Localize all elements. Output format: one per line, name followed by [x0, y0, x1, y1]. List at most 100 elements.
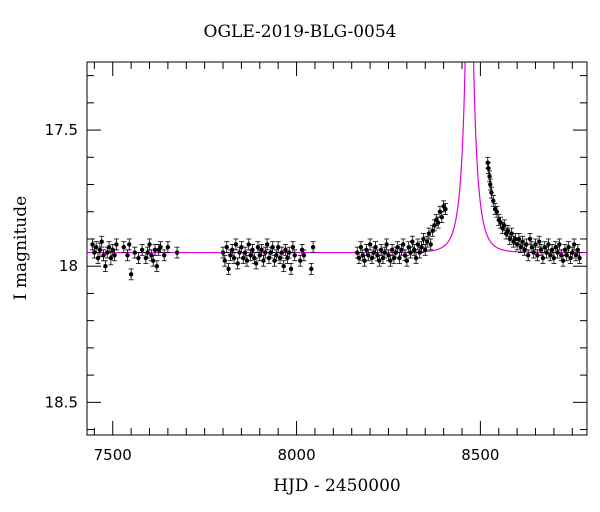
data-point	[135, 252, 141, 264]
data-point	[253, 257, 259, 270]
data-point	[99, 235, 105, 248]
point-marker	[97, 247, 103, 253]
point-marker	[224, 244, 229, 250]
point-marker	[486, 165, 491, 171]
point-marker	[524, 242, 529, 247]
point-marker	[270, 244, 275, 250]
data-point	[424, 235, 430, 248]
point-marker	[220, 250, 226, 255]
point-marker	[93, 244, 99, 250]
point-marker	[487, 174, 492, 179]
data-point	[288, 263, 294, 275]
point-marker	[356, 255, 362, 261]
point-marker	[230, 247, 235, 253]
data-point	[270, 241, 276, 253]
data-point	[124, 249, 130, 262]
data-point	[222, 254, 228, 267]
point-marker	[426, 231, 432, 236]
point-marker	[549, 247, 555, 253]
point-marker	[259, 247, 264, 253]
point-marker	[509, 231, 514, 236]
data-point	[224, 241, 230, 253]
point-marker	[408, 250, 413, 255]
data-point	[490, 195, 496, 207]
model-curve	[87, 62, 587, 254]
data-point	[569, 246, 575, 259]
point-marker	[502, 223, 507, 228]
point-marker	[535, 253, 540, 258]
data-point	[260, 254, 266, 267]
point-marker	[551, 255, 557, 261]
point-marker	[287, 250, 292, 255]
point-marker	[362, 258, 367, 263]
point-marker	[152, 247, 158, 253]
point-marker	[525, 253, 531, 258]
point-marker	[165, 244, 171, 250]
data-point	[97, 242, 103, 258]
point-marker	[435, 220, 441, 225]
point-marker	[127, 242, 132, 247]
data-point	[413, 252, 419, 264]
data-point	[281, 260, 287, 273]
point-marker	[101, 253, 106, 258]
data-point	[384, 238, 390, 251]
point-marker	[162, 253, 167, 258]
point-marker	[494, 209, 500, 214]
point-marker	[288, 266, 294, 272]
point-marker	[290, 244, 296, 250]
point-marker	[527, 236, 533, 242]
point-marker	[132, 250, 137, 255]
point-marker	[150, 258, 156, 263]
data-point	[301, 249, 307, 262]
data-point	[101, 249, 107, 262]
data-point	[575, 244, 581, 256]
point-marker	[154, 263, 160, 269]
point-marker	[412, 247, 417, 253]
y-axis-label: I magnitude	[11, 196, 31, 300]
data-point	[555, 246, 561, 259]
data-point	[145, 246, 151, 259]
point-marker	[397, 255, 402, 261]
point-marker	[309, 266, 314, 272]
y-tick-label: 17.5	[45, 121, 78, 139]
data-point	[525, 249, 531, 262]
data-point	[419, 241, 425, 253]
data-point	[536, 235, 542, 248]
point-marker	[419, 244, 424, 250]
point-marker	[577, 255, 582, 261]
data-point	[126, 238, 132, 251]
data-point	[494, 205, 500, 218]
point-marker	[571, 242, 577, 247]
data-point	[564, 249, 570, 262]
data-point	[128, 268, 134, 281]
point-marker	[298, 258, 303, 263]
point-marker	[373, 244, 378, 250]
point-marker	[488, 182, 493, 187]
point-marker	[239, 244, 244, 250]
point-marker	[378, 247, 384, 253]
point-marker	[421, 236, 426, 242]
point-marker	[283, 247, 288, 253]
data-point	[367, 238, 373, 251]
data-point	[549, 244, 555, 256]
data-point	[235, 257, 241, 270]
point-marker	[388, 258, 393, 263]
point-marker	[222, 258, 228, 263]
point-marker	[226, 266, 231, 272]
data-point	[292, 249, 298, 262]
point-marker	[389, 247, 395, 253]
point-marker	[544, 250, 549, 255]
point-marker	[423, 247, 428, 253]
data-point	[264, 238, 270, 251]
point-marker	[557, 242, 562, 247]
point-marker	[275, 244, 281, 250]
point-marker	[575, 247, 581, 253]
point-marker	[400, 242, 406, 247]
point-marker	[566, 244, 571, 250]
data-point	[485, 162, 491, 175]
point-marker	[253, 261, 259, 266]
point-marker	[424, 239, 430, 244]
point-marker	[533, 242, 538, 247]
point-marker	[125, 253, 130, 258]
plot-frame	[86, 61, 588, 436]
